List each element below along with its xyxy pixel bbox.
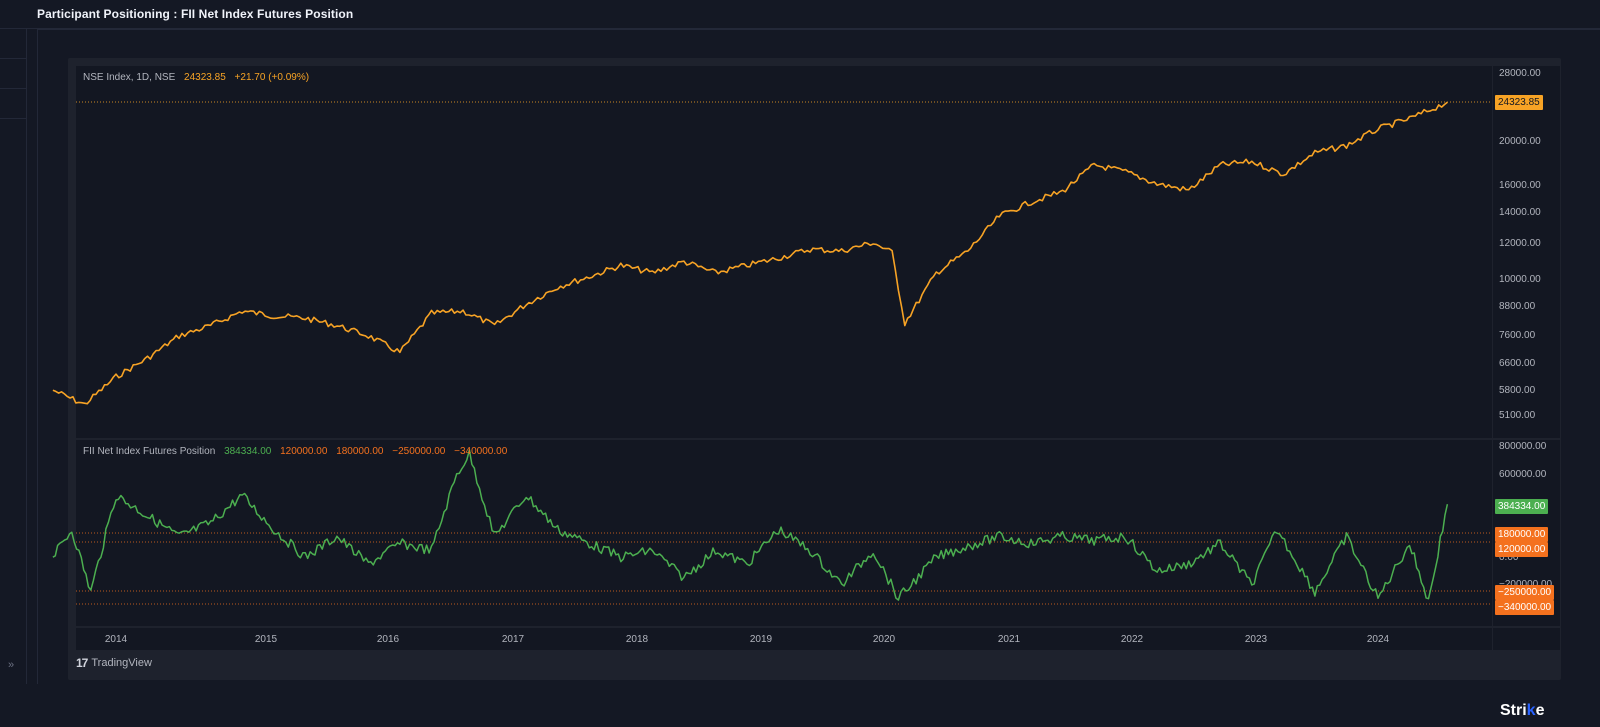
indicator-name: FII Net Index Futures Position [83,446,216,457]
indicator-chart-svg [52,449,1492,605]
y-tick: 28000.00 [1499,68,1541,79]
price-chart-svg [52,101,1492,405]
left-sidebar: » [0,29,27,684]
tradingview-attribution[interactable]: 17 TradingView [76,656,152,670]
y-tick: 10000.00 [1499,274,1541,285]
level-tag-120000: 120000.00 [1495,542,1549,557]
title-bar: Participant Positioning : FII Net Index … [0,0,1600,29]
level-value: −250000.00 [392,446,446,457]
price-axis[interactable]: 28000.00 20000.00 16000.00 14000.00 1200… [1493,66,1560,438]
page-title: Participant Positioning : FII Net Index … [37,7,354,21]
x-tick: 2014 [104,634,128,645]
current-value-tag: 384334.00 [1495,499,1549,514]
indicator-pane[interactable]: FII Net Index Futures Position 384334.00… [52,440,1492,626]
tradingview-logo-icon: 17 [76,656,88,670]
x-tick: 2022 [1120,634,1144,645]
level-tag-180000: 180000.00 [1495,527,1549,542]
brand-text-end: e [1535,702,1545,719]
sidebar-row[interactable] [0,89,27,119]
expand-sidebar-icon[interactable]: » [8,659,15,671]
y-tick: 6600.00 [1499,358,1536,369]
brand-text: Stri [1500,702,1527,719]
y-tick: 0.00 [1499,552,1519,563]
price-pane[interactable]: NSE Index, 1D, NSE 24323.85 +21.70 (+0.0… [52,66,1492,438]
level-value: −340000.00 [454,446,508,457]
fii-series-line [52,449,1449,601]
brand-accent: k [1526,702,1536,719]
indicator-legend: FII Net Index Futures Position 384334.00… [83,446,513,457]
level-tag-neg340000: −340000.00 [1495,600,1555,615]
y-tick: 12000.00 [1499,238,1541,249]
last-price-tag: 24323.85 [1495,95,1543,110]
tradingview-label: TradingView [91,657,152,669]
indicator-axis[interactable]: 800000.00 600000.00 0.00 −200000.00 −400… [1493,440,1560,626]
x-tick: 2020 [872,634,896,645]
price-series-line [52,101,1448,405]
level-tag-neg250000: −250000.00 [1495,585,1555,600]
tradingview-chart: NSE Index, 1D, NSE 24323.85 +21.70 (+0.0… [52,58,1561,680]
level-value: 120000.00 [280,446,328,457]
x-tick: 2021 [997,634,1021,645]
strike-brand-logo: Strike [1500,702,1544,720]
y-tick: 5800.00 [1499,385,1536,396]
y-tick: 8800.00 [1499,301,1536,312]
y-tick: 5100.00 [1499,410,1536,421]
price-change-value: +21.70 (+0.09%) [234,72,310,83]
axis-corner [1493,628,1560,650]
last-price-value: 24323.85 [184,72,226,83]
x-tick: 2019 [749,634,773,645]
x-tick: 2017 [501,634,525,645]
y-tick: −200000.00 [1499,579,1552,590]
y-tick: 7600.00 [1499,330,1536,341]
y-tick: 600000.00 [1499,469,1547,480]
y-tick: 800000.00 [1499,441,1547,452]
x-tick: 2018 [625,634,649,645]
x-tick: 2016 [376,634,400,645]
y-tick: 16000.00 [1499,180,1541,191]
x-tick: 2024 [1366,634,1390,645]
x-tick: 2023 [1244,634,1268,645]
y-tick: 20000.00 [1499,136,1541,147]
time-axis[interactable]: 2014 2015 2016 2017 2018 2019 2020 2021 … [76,628,1492,650]
price-legend: NSE Index, 1D, NSE 24323.85 +21.70 (+0.0… [83,72,315,83]
level-value: 180000.00 [336,446,384,457]
symbol-label: NSE Index, 1D, NSE [83,72,176,83]
content-frame [37,29,1600,684]
y-tick: 14000.00 [1499,207,1541,218]
x-tick: 2015 [254,634,278,645]
indicator-value: 384334.00 [224,446,272,457]
sidebar-row[interactable] [0,59,27,89]
sidebar-row[interactable] [0,29,27,59]
